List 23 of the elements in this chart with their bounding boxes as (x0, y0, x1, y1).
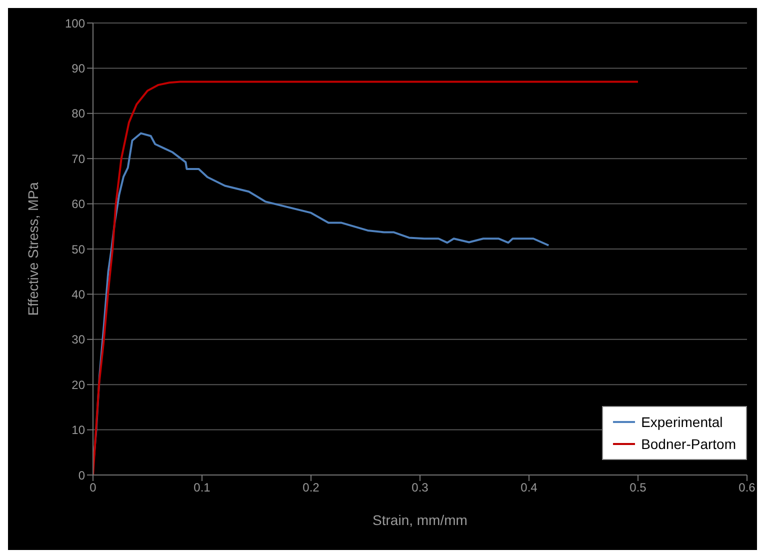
y-axis-title: Effective Stress, MPa (24, 182, 41, 316)
x-tick-label: 0.1 (194, 480, 211, 495)
y-tick-label: 80 (72, 106, 86, 121)
y-tick-label: 30 (72, 332, 86, 347)
x-tick-label: 0 (90, 480, 97, 495)
x-tick-label: 0.3 (412, 480, 429, 495)
y-tick-label: 70 (72, 152, 86, 166)
x-axis-title: Strain, mm/mm (372, 512, 468, 528)
y-tick-label: 60 (72, 197, 86, 212)
x-tick-label: 0.5 (630, 480, 647, 495)
legend-label: Bodner-Partom (641, 435, 736, 454)
x-tick-label: 0.2 (302, 480, 320, 495)
y-tick-label: 90 (72, 61, 86, 76)
legend-label: Experimental (641, 413, 723, 432)
y-tick-label: 0 (78, 468, 86, 482)
y-tick-label: 50 (72, 242, 86, 256)
x-tick-label: 0.4 (520, 480, 538, 495)
y-tick-label: 40 (72, 287, 86, 302)
y-tick-label: 10 (72, 423, 86, 438)
x-tick-label: 0.6 (738, 480, 756, 495)
y-tick-label: 100 (64, 16, 86, 30)
y-tick-label: 20 (72, 378, 86, 392)
line-series (93, 80, 639, 475)
